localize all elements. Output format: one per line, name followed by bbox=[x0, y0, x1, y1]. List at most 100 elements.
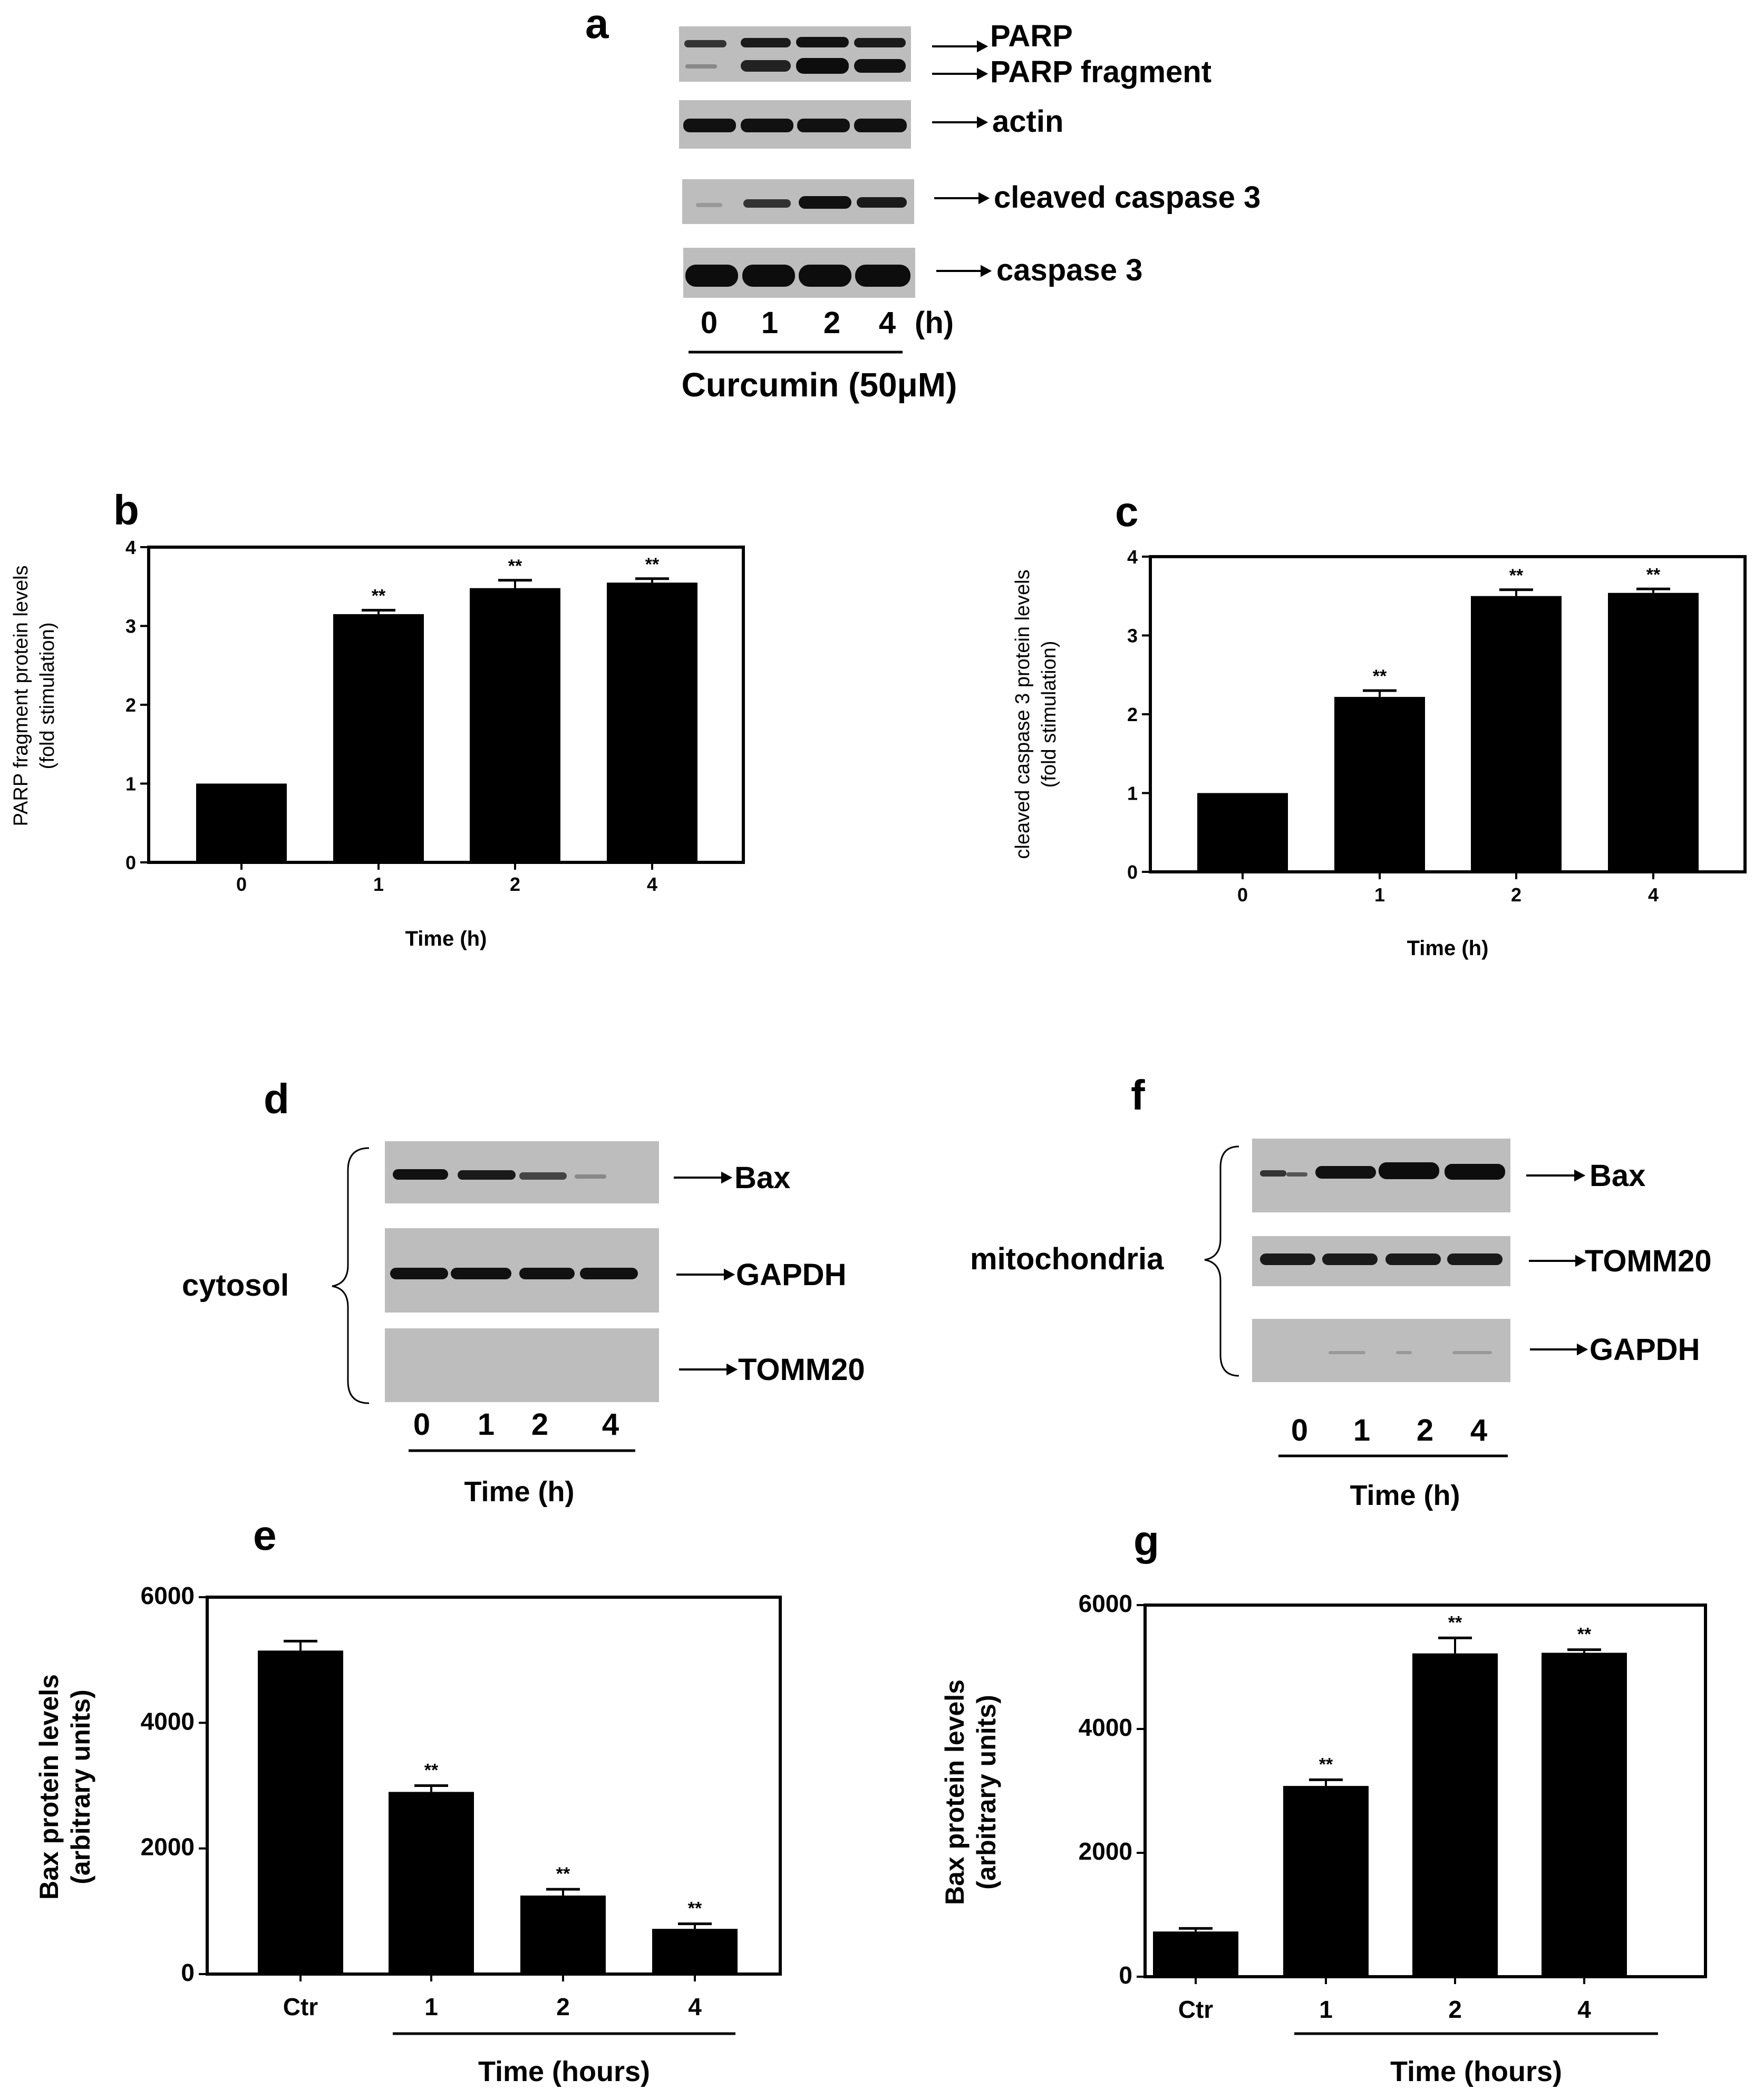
chart-b-bar-1 bbox=[333, 614, 424, 862]
chart-e-significance: ** bbox=[556, 1864, 570, 1884]
blot-d-lane-4: 4 bbox=[602, 1407, 619, 1442]
panel-a-blot: a bbox=[585, 0, 1261, 404]
chart-c: c 0 1 2 3 4 0 ** 1 ** 2 ** 4 Time (h) cleaved caspase … bbox=[1012, 488, 1747, 960]
chart-g-ylabel-line-0: Bax protein levels bbox=[940, 1679, 970, 1905]
blot-a-label-parp-fragment: PARP fragment bbox=[990, 55, 1211, 89]
panel-d-blot: d cytosol Bax GAPDH TOMM20 0 1 2 4 Time … bbox=[182, 1075, 865, 1508]
blot-d-label-gapdh: GAPDH bbox=[736, 1258, 846, 1292]
chart-c-xtick-label: 2 bbox=[1511, 884, 1521, 906]
chart-b-xtick-label: 1 bbox=[373, 873, 384, 895]
chart-e-ytick-label: 6000 bbox=[141, 1582, 195, 1609]
blot-f-axis-label: Time (h) bbox=[1350, 1480, 1460, 1511]
chart-b-ylabel-line-0: PARP fragment protein levels bbox=[10, 566, 32, 827]
chart-g-xtick-label: 2 bbox=[1448, 1996, 1462, 2023]
blot-d-axis-label: Time (h) bbox=[464, 1476, 574, 1508]
blot-f-lane-4: 4 bbox=[1470, 1413, 1487, 1447]
blot-a-treatment: Curcumin (50μM) bbox=[682, 366, 957, 404]
blot-d-lane-2: 2 bbox=[531, 1407, 548, 1442]
blot-d-compartment: cytosol bbox=[182, 1268, 289, 1303]
chart-g-letter: g bbox=[1133, 1517, 1159, 1564]
blot-a-lane-0: 0 bbox=[701, 306, 718, 340]
chart-c-ytick-label: 1 bbox=[1127, 783, 1138, 804]
chart-e: e 0 2000 4000 6000 Ctr ** 1 ** 2 ** 4 Time (hours) Ba… bbox=[34, 1512, 782, 2087]
chart-g-xtick-label: 4 bbox=[1577, 1996, 1591, 2023]
chart-c-letter: c bbox=[1115, 488, 1139, 535]
chart-b-significance: ** bbox=[372, 586, 386, 606]
chart-g-bar-4 bbox=[1542, 1653, 1627, 1977]
blot-a-label-parp: PARP bbox=[990, 19, 1073, 53]
chart-g-xtick-label: Ctr bbox=[1178, 1996, 1214, 2023]
blot-d-tomm20-strip bbox=[385, 1328, 659, 1402]
chart-e-bar-4 bbox=[652, 1929, 738, 1974]
chart-b-ytick-label: 4 bbox=[125, 537, 136, 558]
panel-f-blot: f mitochondria Bax TOMM20 GAPDH 0 1 2 4 … bbox=[970, 1072, 1712, 1511]
chart-b-ytick-label: 2 bbox=[125, 694, 136, 716]
chart-g-ytick-label: 4000 bbox=[1079, 1714, 1132, 1741]
chart-e-xtick-label: 4 bbox=[688, 1993, 702, 2020]
chart-b-ytick-label: 3 bbox=[125, 616, 136, 637]
chart-g-bar-1 bbox=[1283, 1786, 1369, 1977]
chart-c-ytick-label: 3 bbox=[1127, 625, 1138, 647]
blot-a-label-cleaved-caspase: cleaved caspase 3 bbox=[994, 180, 1261, 215]
chart-g-xtick-label: 1 bbox=[1319, 1996, 1333, 2023]
chart-e-frame bbox=[206, 1596, 782, 1976]
chart-c-bar-2 bbox=[1471, 596, 1562, 872]
chart-b-significance: ** bbox=[645, 555, 660, 575]
chart-g-ylabel-line-1: (arbitrary units) bbox=[972, 1695, 1001, 1890]
chart-c-ylabel-line-0: cleaved caspase 3 protein levels bbox=[1012, 569, 1034, 859]
chart-b-bar-4 bbox=[607, 582, 697, 862]
blot-d-label-bax: Bax bbox=[734, 1161, 790, 1195]
chart-g-ytick-label: 6000 bbox=[1079, 1590, 1132, 1617]
chart-c-ytick-label: 4 bbox=[1127, 546, 1138, 568]
chart-g-xlabel: Time (hours) bbox=[1390, 2056, 1562, 2087]
chart-g-ytick-label: 0 bbox=[1119, 1961, 1132, 1989]
blot-d-lane-1: 1 bbox=[478, 1407, 495, 1442]
blot-f-lane-2: 2 bbox=[1417, 1413, 1433, 1447]
blot-a-lane-1: 1 bbox=[761, 306, 778, 340]
chart-c-xtick-label: 1 bbox=[1374, 884, 1385, 906]
chart-b-ytick-label: 1 bbox=[125, 773, 136, 795]
blot-f-gapdh-strip bbox=[1252, 1319, 1510, 1382]
chart-e-ytick-label: 0 bbox=[181, 1959, 195, 1986]
chart-c-bar-4 bbox=[1608, 592, 1699, 872]
chart-e-ytick-label: 4000 bbox=[141, 1707, 195, 1735]
chart-e-letter: e bbox=[253, 1512, 277, 1559]
chart-b-bar-2 bbox=[470, 588, 560, 862]
chart-b-xtick-label: 2 bbox=[510, 873, 520, 895]
chart-b: b 0 1 2 3 4 0 ** 1 ** 2 ** 4 Time (h) PARP fragment pr… bbox=[10, 487, 745, 950]
chart-g-bar-Ctr bbox=[1153, 1931, 1238, 1977]
chart-e-bar-1 bbox=[389, 1792, 474, 1974]
blot-a-unit: (h) bbox=[915, 306, 954, 340]
chart-b-significance: ** bbox=[508, 556, 522, 576]
chart-b-ylabel-line-1: (fold stimulation) bbox=[36, 623, 59, 770]
chart-g: g 0 2000 4000 6000 Ctr ** 1 ** 2 ** 4 Time (hours) Ba… bbox=[940, 1517, 1707, 2087]
chart-c-significance: ** bbox=[1509, 566, 1524, 586]
chart-b-bar-0 bbox=[196, 783, 287, 862]
chart-c-xlabel: Time (h) bbox=[1407, 937, 1489, 960]
chart-b-letter: b bbox=[113, 487, 139, 533]
blot-a-label-caspase: caspase 3 bbox=[996, 253, 1142, 287]
chart-e-xlabel: Time (hours) bbox=[478, 2056, 650, 2087]
chart-c-significance: ** bbox=[1646, 565, 1661, 585]
panel-a-letter: a bbox=[585, 0, 609, 47]
chart-e-significance: ** bbox=[424, 1761, 439, 1781]
chart-c-ytick-label: 2 bbox=[1127, 704, 1138, 725]
chart-e-bar-2 bbox=[520, 1896, 606, 1974]
chart-g-bar-2 bbox=[1412, 1653, 1498, 1977]
chart-c-bar-1 bbox=[1334, 697, 1425, 872]
panel-d-letter: d bbox=[264, 1075, 289, 1122]
blot-a-label-actin: actin bbox=[992, 104, 1063, 139]
chart-g-significance: ** bbox=[1577, 1625, 1592, 1645]
chart-c-ylabel-line-1: (fold stimulation) bbox=[1038, 641, 1060, 788]
blot-a-lane-4: 4 bbox=[879, 306, 896, 340]
chart-c-xtick-label: 4 bbox=[1648, 884, 1659, 906]
chart-g-significance: ** bbox=[1448, 1612, 1462, 1632]
blot-f-lane-0: 0 bbox=[1291, 1413, 1308, 1447]
blot-d-label-tomm20: TOMM20 bbox=[738, 1353, 865, 1387]
chart-e-significance: ** bbox=[688, 1899, 702, 1919]
blot-a-parp-strip bbox=[679, 26, 911, 82]
chart-g-significance: ** bbox=[1319, 1754, 1333, 1774]
chart-b-ytick-label: 0 bbox=[125, 852, 136, 873]
blot-f-label-bax: Bax bbox=[1589, 1159, 1645, 1193]
panel-f-letter: f bbox=[1131, 1072, 1145, 1119]
